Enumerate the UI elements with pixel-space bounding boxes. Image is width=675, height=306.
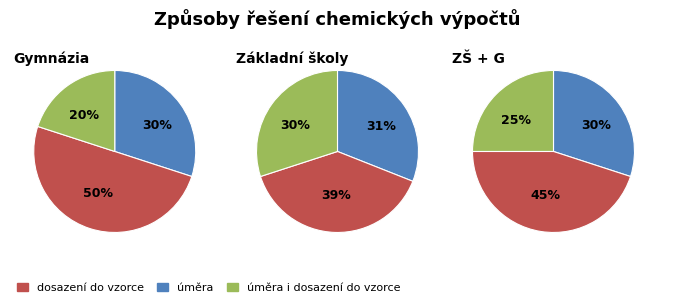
- Text: 25%: 25%: [502, 114, 531, 127]
- Text: 45%: 45%: [531, 189, 560, 202]
- Text: 30%: 30%: [581, 119, 611, 132]
- Wedge shape: [256, 70, 338, 177]
- Wedge shape: [34, 126, 192, 233]
- Text: Způsoby řešení chemických výpočtů: Způsoby řešení chemických výpočtů: [155, 9, 520, 29]
- Legend: dosazení do vzorce, úměra, úměra i dosazení do vzorce: dosazení do vzorce, úměra, úměra i dosaz…: [12, 278, 405, 297]
- Text: Gymnázia: Gymnázia: [14, 52, 90, 66]
- Text: 39%: 39%: [321, 189, 351, 202]
- Wedge shape: [554, 70, 634, 177]
- Wedge shape: [472, 151, 630, 233]
- Text: 30%: 30%: [142, 119, 172, 132]
- Wedge shape: [472, 70, 554, 151]
- Wedge shape: [38, 70, 115, 151]
- Wedge shape: [261, 151, 413, 233]
- Text: Základní školy: Základní školy: [236, 52, 348, 66]
- Text: ZŠ + G: ZŠ + G: [452, 52, 505, 66]
- Text: 50%: 50%: [84, 187, 113, 200]
- Text: 20%: 20%: [69, 109, 99, 122]
- Text: 30%: 30%: [280, 119, 310, 132]
- Wedge shape: [115, 70, 196, 177]
- Wedge shape: [338, 70, 418, 181]
- Text: 31%: 31%: [366, 120, 396, 133]
